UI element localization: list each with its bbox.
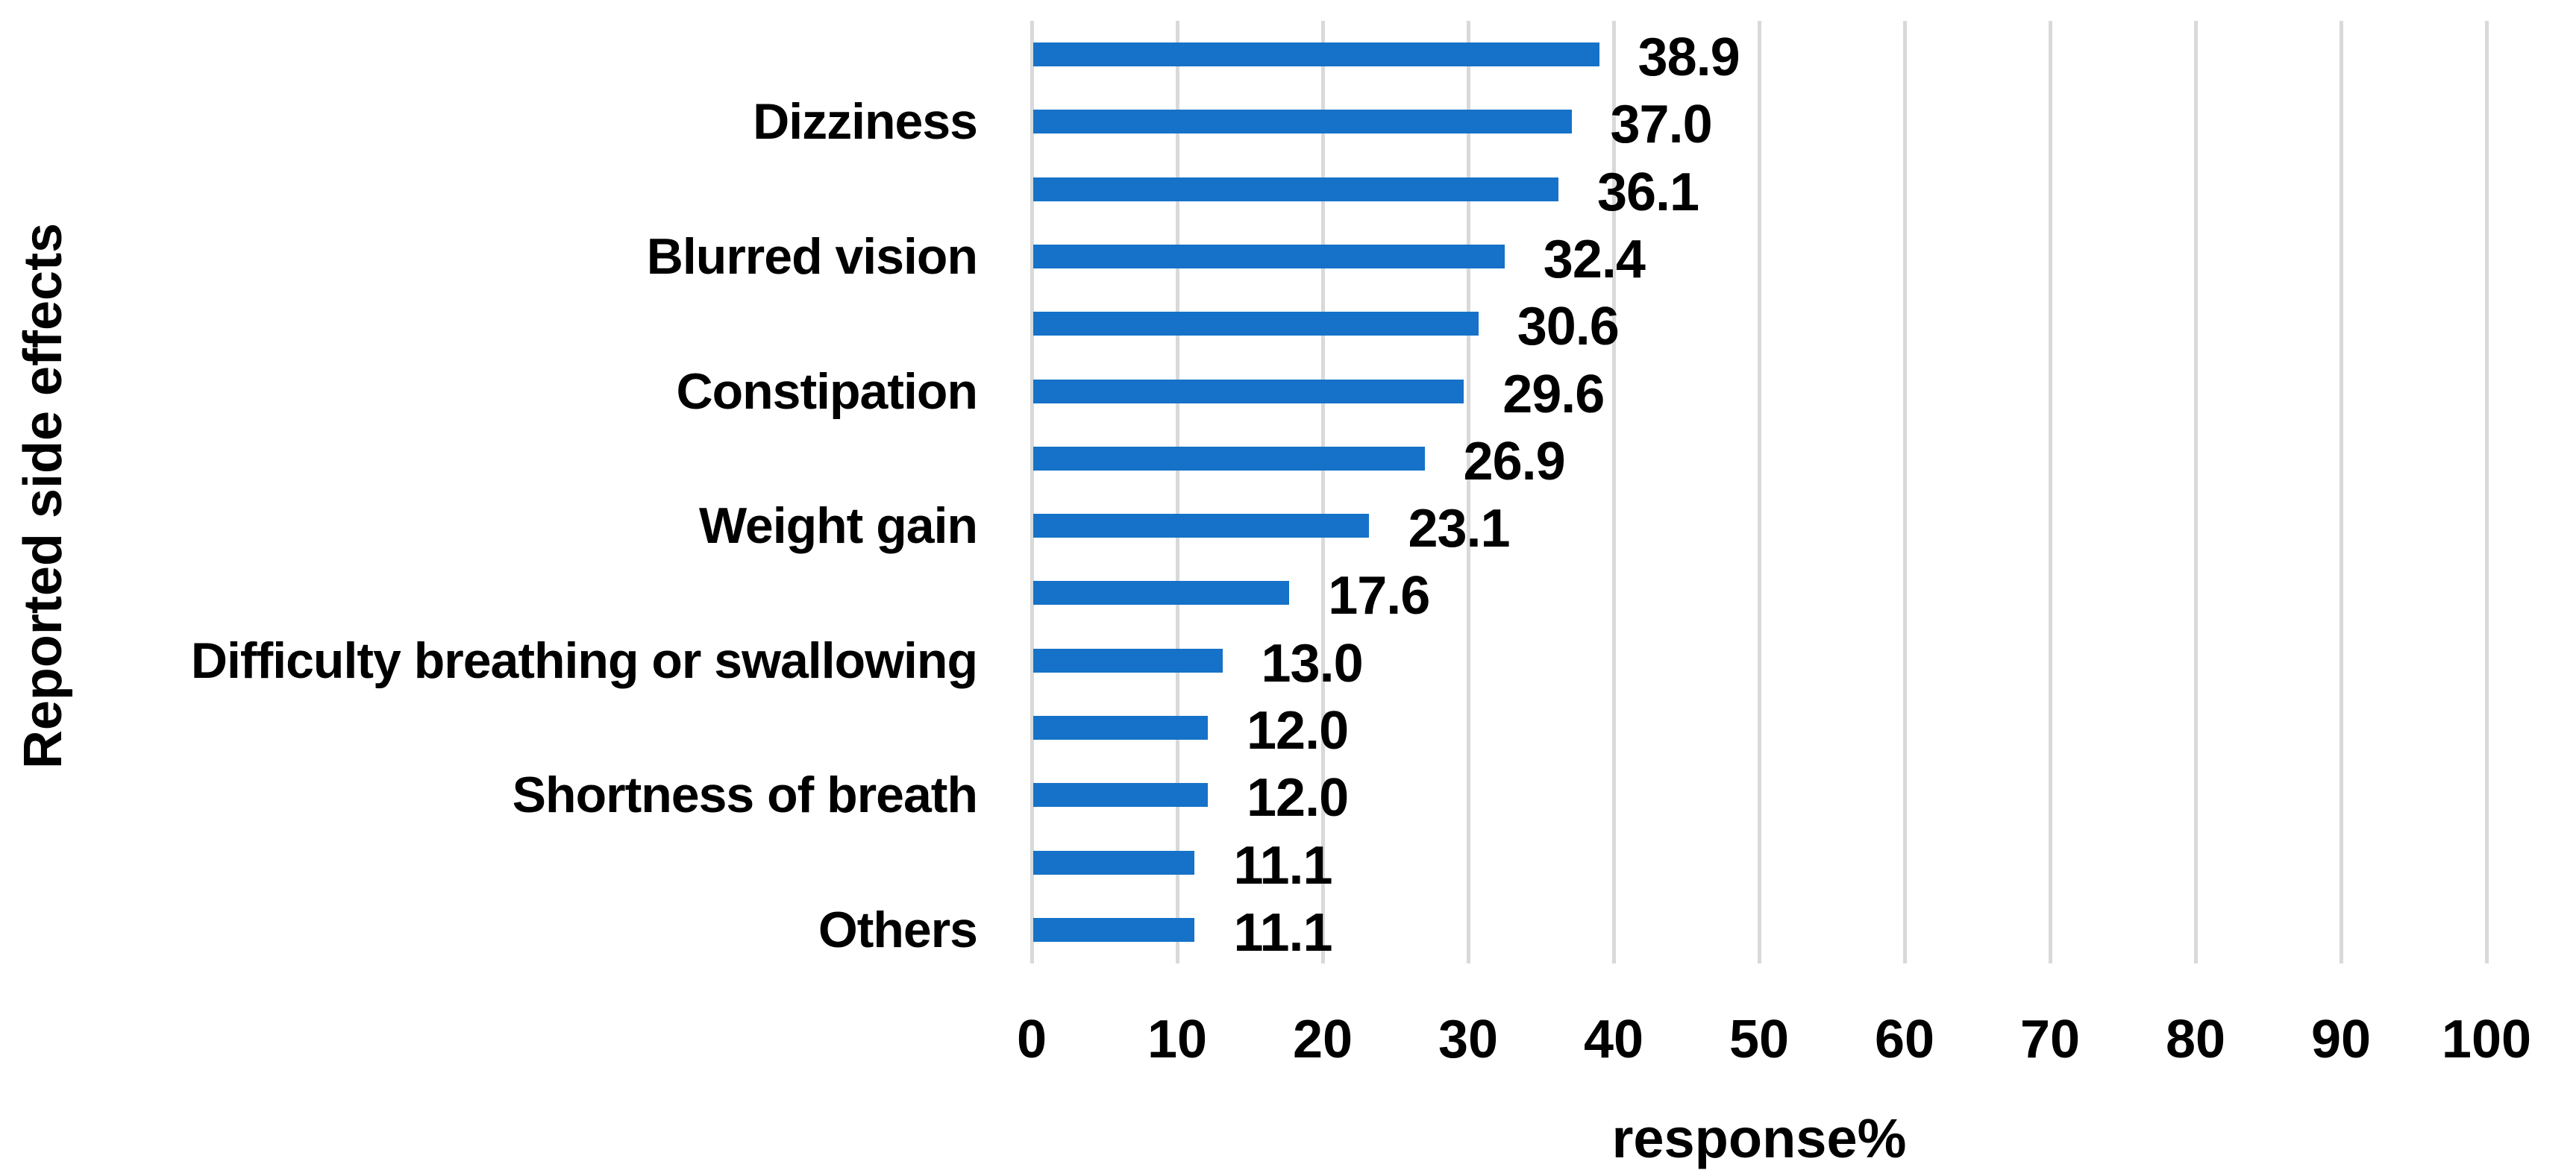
bar-value-label: 38.9 [1638,28,1740,88]
x-gridline [1903,21,1907,963]
bar-value-label: 37.0 [1610,95,1713,155]
bar [1033,110,1572,134]
bar-value-label: 36.1 [1596,162,1699,222]
x-tick-label: 70 [2019,1010,2081,1069]
x-gridline [2340,21,2343,963]
bar-value-label: 11.1 [1233,902,1332,963]
bar [1033,446,1425,471]
bar-value-label: 32.4 [1543,230,1646,289]
x-tick-label: 100 [2441,1010,2532,1069]
category-label: Dizziness [753,93,978,151]
category-label: Weight gain [698,497,978,555]
bar [1033,177,1558,201]
category-label: Shortness of breath [512,767,978,824]
bar [1033,43,1599,67]
bar [1033,850,1195,875]
category-label: Difficulty breathing or swallowing [190,632,978,689]
x-gridline [1758,21,1761,963]
x-tick-label: 20 [1292,1010,1353,1069]
x-tick-label: 90 [2310,1010,2372,1069]
x-gridline [1176,21,1179,963]
x-tick-label: 0 [1016,1010,1047,1069]
bar [1033,379,1464,403]
bar-value-label: 30.6 [1517,297,1620,357]
x-tick-label: 40 [1583,1010,1644,1069]
bar [1033,514,1370,538]
x-gridline [1612,21,1616,963]
x-tick-label: 50 [1729,1010,1790,1069]
bar-value-label: 17.6 [1328,566,1430,626]
x-axis-title: response% [1611,1107,1907,1169]
bar [1033,783,1208,808]
x-tick-label: 10 [1147,1010,1208,1069]
bar-value-label: 23.1 [1408,499,1510,559]
x-gridline [2485,21,2489,963]
x-gridline [1030,21,1034,963]
x-tick-label: 60 [1874,1010,1935,1069]
bar [1033,917,1195,942]
bar-value-label: 26.9 [1463,431,1566,491]
bar [1033,312,1479,336]
bar-value-label: 13.0 [1261,633,1364,694]
bar-value-label: 12.0 [1247,701,1349,761]
category-label: Others [818,901,978,958]
bar [1033,648,1223,673]
x-gridline [1467,21,1470,963]
x-tick-label: 80 [2165,1010,2226,1069]
bar [1033,245,1505,268]
bar-value-label: 11.1 [1233,835,1332,896]
category-label: Constipation [676,362,978,420]
bar-value-label: 29.6 [1502,364,1605,424]
x-tick-label: 30 [1438,1010,1499,1069]
bar [1033,581,1290,606]
x-gridline [2049,21,2052,963]
x-gridline [2194,21,2198,963]
category-label: Blurred vision [646,228,978,285]
bar [1033,716,1208,740]
x-gridline [1321,21,1325,963]
bar-value-label: 12.0 [1247,768,1349,828]
